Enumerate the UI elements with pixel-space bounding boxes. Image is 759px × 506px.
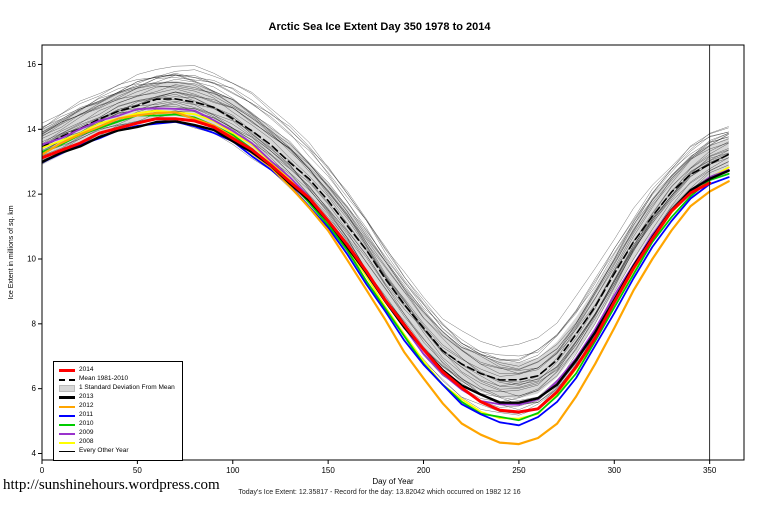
footer-url-link[interactable]: http://sunshinehours.wordpress.com — [3, 477, 220, 493]
background-year-line — [42, 74, 729, 370]
y-tick-label: 14 — [27, 125, 36, 134]
series-2012 — [42, 111, 730, 446]
legend-label: 2013 — [79, 393, 94, 401]
legend-item: Every Other Year — [59, 447, 175, 456]
series-mean-1981-2010 — [42, 98, 730, 381]
chart-legend: 2014 Mean 1981-2010 1 Standard Deviation F… — [53, 361, 183, 461]
legend-item: 1 Standard Deviation From Mean — [59, 384, 175, 393]
background-year-line — [42, 91, 729, 397]
legend-swatch-mean-1981-2010 — [59, 378, 75, 381]
background-year-line — [42, 82, 729, 367]
legend-swatch-every-other-year — [59, 451, 75, 452]
x-tick-label: 50 — [133, 466, 142, 475]
x-tick-label: 350 — [703, 466, 717, 475]
x-tick-label: 200 — [417, 466, 431, 475]
background-year-line — [42, 69, 729, 360]
background-year-line — [42, 101, 729, 388]
legend-swatch-2011 — [59, 414, 75, 417]
legend-label: 2011 — [79, 411, 93, 419]
series-2011 — [42, 121, 730, 427]
ice-extent-status: Today's Ice Extent: 12.35817 - Record fo… — [238, 489, 521, 496]
legend-label: 1 Standard Deviation From Mean — [79, 384, 175, 392]
series-2010 — [42, 113, 730, 422]
legend-label: 2014 — [79, 366, 94, 374]
legend-swatch-2013 — [59, 396, 75, 399]
background-year-line — [42, 74, 729, 348]
background-year-line — [42, 84, 729, 390]
legend-item: 2013 — [59, 393, 175, 402]
x-tick-label: 250 — [512, 466, 526, 475]
legend-item: 2011 — [59, 411, 175, 420]
legend-label: 2009 — [79, 429, 94, 437]
x-axis-label: Day of Year — [372, 477, 414, 486]
legend-swatch-2014 — [59, 369, 75, 372]
y-axis-label: Ice Extent in millions of sq. km — [8, 205, 15, 299]
legend-item: 2008 — [59, 438, 175, 447]
background-year-line — [42, 91, 729, 371]
legend-swatch-2010 — [59, 423, 75, 426]
x-tick-label: 300 — [608, 466, 622, 475]
legend-label: Every Other Year — [79, 447, 129, 455]
background-year-line — [42, 98, 729, 392]
plot-area — [42, 65, 730, 446]
background-year-line — [42, 73, 729, 357]
legend-label: 2008 — [79, 438, 94, 446]
legend-label: 2012 — [79, 402, 94, 410]
plot-frame — [41, 44, 745, 461]
legend-label: Mean 1981-2010 — [79, 375, 129, 383]
x-tick-label: 100 — [226, 466, 240, 475]
legend-item: 2010 — [59, 420, 175, 429]
y-tick-label: 6 — [32, 384, 37, 393]
legend-swatch-2008 — [59, 441, 75, 444]
y-tick-label: 8 — [32, 319, 37, 328]
y-tick-label: 12 — [27, 190, 36, 199]
legend-swatch-1-standard-deviation-from-mean — [59, 385, 75, 392]
legend-item: Mean 1981-2010 — [59, 375, 175, 384]
legend-item: 2012 — [59, 402, 175, 411]
legend-item: 2014 — [59, 366, 175, 375]
legend-swatch-2012 — [59, 405, 75, 408]
background-year-line — [42, 88, 729, 387]
chart-title: Arctic Sea Ice Extent Day 350 1978 to 20… — [268, 21, 491, 33]
background-year-line — [42, 85, 729, 374]
legend-label: 2010 — [79, 420, 94, 428]
y-tick-label: 16 — [27, 60, 36, 69]
x-tick-label: 0 — [40, 466, 45, 475]
legend-swatch-2009 — [59, 432, 75, 435]
y-tick-label: 10 — [27, 254, 36, 263]
y-tick-label: 4 — [32, 449, 37, 458]
x-tick-label: 150 — [321, 466, 335, 475]
std-deviation-band — [42, 80, 729, 399]
legend-item: 2009 — [59, 429, 175, 438]
series-2014 — [42, 117, 712, 414]
